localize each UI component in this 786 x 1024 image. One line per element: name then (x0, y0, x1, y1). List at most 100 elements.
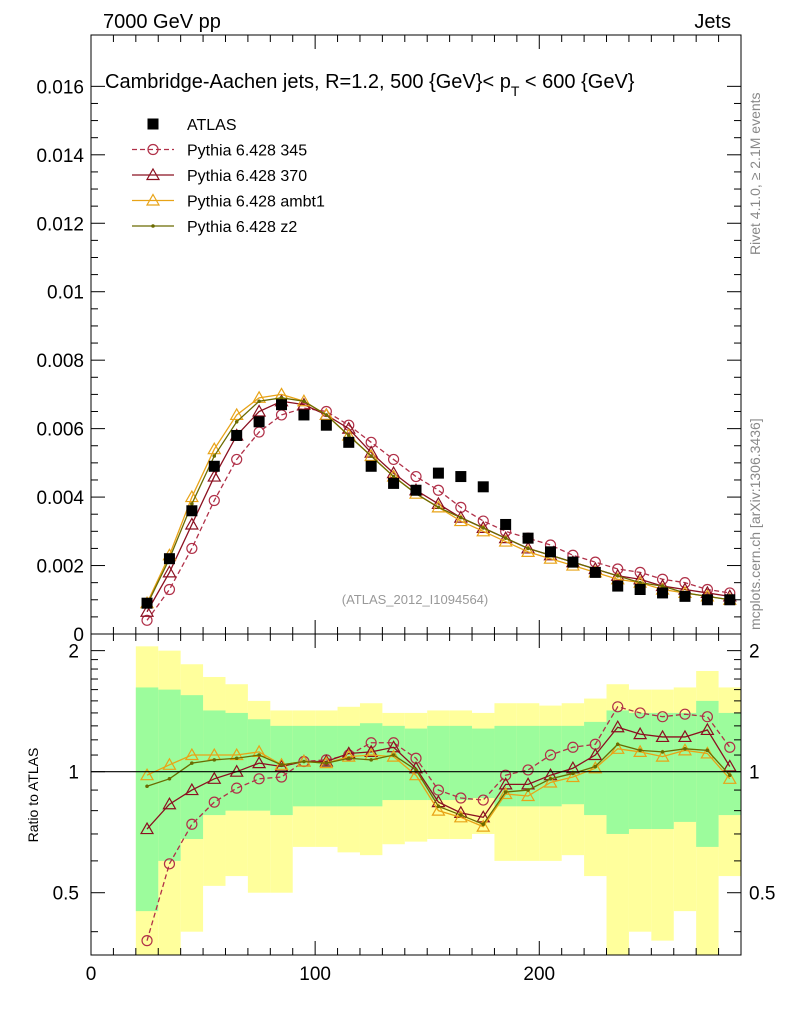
main-pythia-6-428-z2-point (190, 502, 194, 506)
ratio-pythia-6-428-z2-point (683, 747, 687, 751)
main-pythia-6-428-ambt1-point (319, 407, 334, 421)
main-pythia-6-428-370-line (146, 400, 730, 613)
band-green (382, 725, 405, 801)
band-green (673, 712, 697, 822)
legend-atlas-marker (147, 118, 159, 130)
main-atlas-point (186, 505, 198, 517)
main-atlas-point (701, 594, 713, 606)
main-pythia-6-428-ambt1-point (498, 534, 513, 547)
analysis-watermark: (ATLAS_2012_I1094564) (342, 592, 488, 607)
mcplots-label: mcplots.cern.ch [arXiv:1306.3436] (747, 418, 763, 630)
main-atlas-point (522, 532, 534, 544)
main-atlas-point (724, 594, 736, 606)
ratio-pythia-6-428-z2-point (324, 761, 329, 765)
main-pythia-6-428-ambt1-point (364, 448, 379, 462)
ratio-ytick-label-right: 2 (749, 642, 760, 663)
main-atlas-point (276, 399, 288, 411)
main-ytick-label: 0.014 (36, 146, 84, 167)
ratio-pythia-6-428-370-point (655, 729, 670, 743)
main-atlas-point (410, 484, 422, 496)
main-pythia-6-428-z2-point (459, 515, 463, 520)
main-ytick-label: 0.012 (36, 214, 84, 235)
legend-pythia-6-428-345-marker (147, 143, 159, 156)
main-atlas-point (455, 471, 467, 483)
main-pythia-6-428-345-point (231, 453, 243, 466)
header-left: 7000 GeV pp (103, 11, 221, 33)
ratio-pythia-6-428-370-point (162, 797, 177, 810)
ratio-pythia-6-428-345-point (679, 708, 691, 720)
ratio-pythia-6-428-z2-point (369, 758, 373, 762)
main-pythia-6-428-370-point (341, 421, 356, 434)
ratio-pythia-6-428-345-point (634, 707, 646, 719)
band-green (472, 728, 495, 799)
main-pythia-6-428-z2-point (615, 574, 620, 578)
main-pythia-6-428-ambt1-point (207, 441, 222, 455)
legend-pythia-6-428-ambt1-label: Pythia 6.428 ambt1 (187, 194, 325, 211)
ratio-pythia-6-428-ambt1-point (565, 769, 580, 783)
ratio-pythia-6-428-ambt1-point (655, 749, 670, 762)
ratio-pythia-6-428-345-point (477, 794, 489, 806)
chart-title: Cambridge-Aachen jets, R=1.2, 500 {GeV}<… (105, 71, 635, 99)
main-pythia-6-428-z2-point (234, 419, 239, 424)
band-green (718, 712, 741, 816)
ratio-pythia-6-428-z2-point (481, 822, 486, 827)
ratio-pythia-6-428-z2-point (638, 748, 642, 753)
band-green (494, 725, 517, 807)
main-pythia-6-428-z2-point (279, 396, 284, 400)
ratio-pythia-6-428-z2-point (615, 742, 620, 747)
ratio-xtick-label: 200 (523, 964, 555, 985)
ratio-ytick-label: 0.5 (53, 884, 79, 905)
main-atlas-point (231, 429, 243, 441)
band-green (539, 725, 562, 807)
main-pythia-6-428-ambt1-point (521, 544, 536, 557)
band-green (180, 695, 204, 840)
main-pythia-6-428-ambt1-point (453, 513, 468, 527)
main-series-group (140, 387, 737, 626)
main-pythia-6-428-370-point (296, 397, 311, 410)
ratio-pythia-6-428-345-point (163, 858, 176, 870)
main-atlas-point (298, 409, 310, 421)
ratio-pythia-6-428-ambt1-point (341, 749, 356, 762)
main-pythia-6-428-370-point (184, 517, 199, 530)
band-green (337, 725, 360, 807)
main-ytick-label: 0.006 (36, 420, 84, 441)
ratio-pythia-6-428-345-point (612, 701, 624, 713)
ratio-pythia-6-428-ambt1-point (498, 786, 513, 800)
main-pythia-6-428-370-point (207, 469, 222, 482)
band-green (561, 725, 585, 805)
ratio-pythia-6-428-345-point (186, 818, 198, 830)
ratio-pythia-6-428-ambt1-point (140, 767, 155, 781)
band-green (203, 710, 226, 816)
ratio-pythia-6-428-ambt1-point (431, 803, 446, 816)
ratio-pythia-6-428-z2-point (346, 756, 351, 761)
legend-pythia-6-428-z2-label: Pythia 6.428 z2 (187, 219, 297, 236)
main-atlas-point (388, 477, 400, 489)
ratio-pythia-6-428-ambt1-point (543, 775, 558, 788)
legend: ATLAS Pythia 6.428 345 Pythia 6.428 370 Pyt… (132, 117, 325, 236)
ratio-pythia-6-428-370-point (229, 764, 244, 777)
main-ytick-label: 0 (73, 625, 84, 646)
legend-pythia-6-428-370-label: Pythia 6.428 370 (187, 168, 307, 185)
main-pythia-6-428-345-line (146, 407, 730, 621)
ratio-pythia-6-428-370-line (146, 726, 731, 830)
main-pythia-6-428-345-point (141, 614, 153, 626)
main-pythia-6-428-345-point (186, 542, 198, 555)
ratio-pythia-6-428-ambt1-point (476, 819, 491, 832)
ratio-pythia-6-428-z2-point (145, 784, 149, 789)
main-pythia-6-428-z2-point (481, 526, 486, 530)
legend-pythia-6-428-ambt1-marker (145, 193, 161, 206)
main-atlas-point (365, 460, 377, 472)
ratio-pythia-6-428-345-point (231, 782, 243, 794)
ratio-pythia-6-428-ambt1-point (722, 771, 737, 784)
ratio-pythia-6-428-370-point (677, 729, 692, 743)
ratio-pythia-6-428-370-point (252, 755, 267, 769)
main-pythia-6-428-z2-point (369, 454, 373, 458)
ratio-pythia-6-428-z2-point (593, 764, 598, 769)
ratio-pythia-6-428-370-point (364, 744, 379, 757)
legend-pythia-6-428-345-label: Pythia 6.428 345 (187, 143, 307, 160)
ratio-pythia-6-428-ambt1-point (162, 757, 177, 770)
ratio-frame-border (90, 633, 742, 956)
ratio-xtick-label: 100 (299, 964, 331, 985)
main-pythia-6-428-z2-point (503, 536, 508, 540)
